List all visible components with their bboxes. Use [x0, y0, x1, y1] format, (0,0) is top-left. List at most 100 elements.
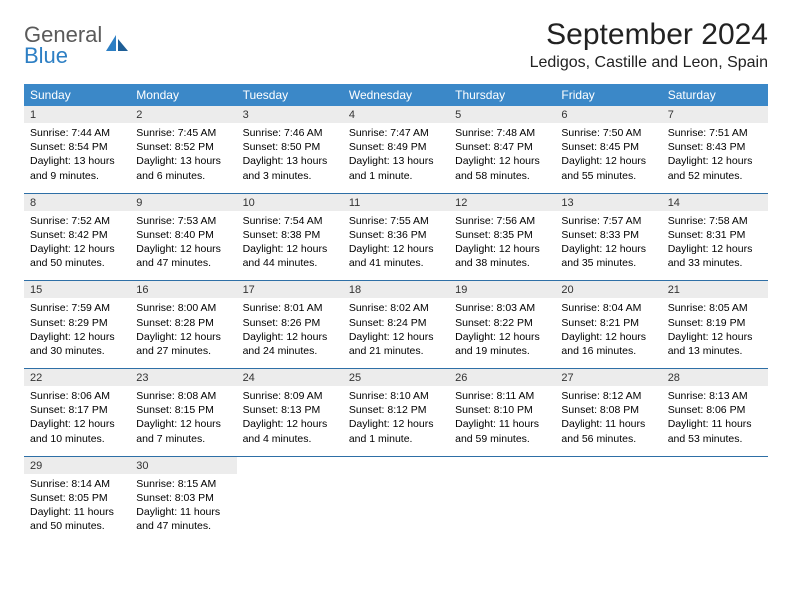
day-number-cell: 20 [555, 281, 661, 299]
day-details-cell: Sunrise: 8:02 AMSunset: 8:24 PMDaylight:… [343, 298, 449, 368]
day-number-cell [343, 456, 449, 474]
daylight-text: Daylight: 12 hours and 33 minutes. [668, 242, 762, 270]
sunrise-text: Sunrise: 7:56 AM [455, 214, 549, 228]
day-details-cell: Sunrise: 8:03 AMSunset: 8:22 PMDaylight:… [449, 298, 555, 368]
day-details-cell: Sunrise: 7:50 AMSunset: 8:45 PMDaylight:… [555, 123, 661, 193]
day-details-row: Sunrise: 8:06 AMSunset: 8:17 PMDaylight:… [24, 386, 768, 456]
sunrise-text: Sunrise: 7:52 AM [30, 214, 124, 228]
day-details-cell [662, 474, 768, 544]
day-details-cell: Sunrise: 7:47 AMSunset: 8:49 PMDaylight:… [343, 123, 449, 193]
sunrise-text: Sunrise: 8:02 AM [349, 301, 443, 315]
day-number-cell: 25 [343, 369, 449, 387]
day-number-cell: 29 [24, 456, 130, 474]
sunrise-text: Sunrise: 7:59 AM [30, 301, 124, 315]
day-details-cell: Sunrise: 7:59 AMSunset: 8:29 PMDaylight:… [24, 298, 130, 368]
day-number-cell: 23 [130, 369, 236, 387]
day-number-cell: 3 [237, 106, 343, 123]
logo-sail-icon [104, 33, 130, 58]
sunrise-text: Sunrise: 7:51 AM [668, 126, 762, 140]
logo-text-line2: Blue [24, 45, 102, 67]
daylight-text: Daylight: 12 hours and 41 minutes. [349, 242, 443, 270]
day-details-cell: Sunrise: 7:58 AMSunset: 8:31 PMDaylight:… [662, 211, 768, 281]
day-details-row: Sunrise: 7:59 AMSunset: 8:29 PM Daylight:… [24, 298, 768, 368]
day-number-row: 891011121314 [24, 193, 768, 211]
logo: General Blue [24, 24, 130, 67]
daylight-text: Daylight: 13 hours and 9 minutes. [30, 154, 124, 182]
sunset-text: Sunset: 8:19 PM [668, 316, 762, 330]
sunrise-text: Sunrise: 7:47 AM [349, 126, 443, 140]
daylight-text: Daylight: 12 hours and 44 minutes. [243, 242, 337, 270]
day-details-cell [555, 474, 661, 544]
sunrise-text: Sunrise: 8:06 AM [30, 389, 124, 403]
daylight-text: Daylight: 11 hours and 53 minutes. [668, 417, 762, 445]
day-details-cell: Sunrise: 8:00 AMSunset: 8:28 PMDaylight:… [130, 298, 236, 368]
sunset-text: Sunset: 8:24 PM [349, 316, 443, 330]
day-details-cell: Sunrise: 7:52 AMSunset: 8:42 PMDaylight:… [24, 211, 130, 281]
sunrise-text: Sunrise: 8:03 AM [455, 301, 549, 315]
day-details-cell: Sunrise: 7:54 AMSunset: 8:38 PMDaylight:… [237, 211, 343, 281]
daylight-text: Daylight: 12 hours and 21 minutes. [349, 330, 443, 358]
daylight-text: Daylight: 12 hours and 38 minutes. [455, 242, 549, 270]
daylight-text: Daylight: 11 hours and 59 minutes. [455, 417, 549, 445]
day-details-cell: Sunrise: 7:45 AMSunset: 8:52 PMDaylight:… [130, 123, 236, 193]
sunrise-text: Sunrise: 8:05 AM [668, 301, 762, 315]
day-number-cell: 2 [130, 106, 236, 123]
sunrise-text: Sunrise: 7:58 AM [668, 214, 762, 228]
sunset-text: Sunset: 8:43 PM [668, 140, 762, 154]
sunset-text: Sunset: 8:26 PM [243, 316, 337, 330]
day-number-cell: 18 [343, 281, 449, 299]
day-details-cell: Sunrise: 8:13 AMSunset: 8:06 PMDaylight:… [662, 386, 768, 456]
day-details-row: Sunrise: 8:14 AMSunset: 8:05 PMDaylight:… [24, 474, 768, 544]
sunrise-text: Sunrise: 8:14 AM [30, 477, 124, 491]
day-number-row: 22232425262728 [24, 369, 768, 387]
sunset-text: Sunset: 8:35 PM [455, 228, 549, 242]
sunset-text: Sunset: 8:17 PM [30, 403, 124, 417]
daylight-text: Daylight: 11 hours and 47 minutes. [136, 505, 230, 533]
day-number-cell: 14 [662, 193, 768, 211]
sunset-text: Sunset: 8:21 PM [561, 316, 655, 330]
daylight-text: Daylight: 12 hours and 35 minutes. [561, 242, 655, 270]
day-details-cell: Sunrise: 8:11 AMSunset: 8:10 PMDaylight:… [449, 386, 555, 456]
sunset-text: Sunset: 8:05 PM [30, 491, 124, 505]
sunset-text: Sunset: 8:29 PM [30, 316, 124, 330]
day-number-row: 2930 [24, 456, 768, 474]
sunset-text: Sunset: 8:08 PM [561, 403, 655, 417]
daylight-text: Daylight: 12 hours and 1 minute. [349, 417, 443, 445]
daylight-text: Daylight: 12 hours and 27 minutes. [136, 330, 230, 358]
sunset-text: Sunset: 8:12 PM [349, 403, 443, 417]
day-details-cell [343, 474, 449, 544]
calendar-table: Sunday Monday Tuesday Wednesday Thursday… [24, 84, 768, 543]
day-details-cell: Sunrise: 8:10 AMSunset: 8:12 PMDaylight:… [343, 386, 449, 456]
day-number-cell: 16 [130, 281, 236, 299]
day-details-cell: Sunrise: 8:04 AMSunset: 8:21 PMDaylight:… [555, 298, 661, 368]
day-number-cell: 17 [237, 281, 343, 299]
day-number-cell: 4 [343, 106, 449, 123]
daylight-text: Daylight: 11 hours and 50 minutes. [30, 505, 124, 533]
sunrise-text: Sunrise: 7:55 AM [349, 214, 443, 228]
day-number-cell: 12 [449, 193, 555, 211]
weekday-header: Friday [555, 84, 661, 106]
sunrise-text: Sunrise: 7:45 AM [136, 126, 230, 140]
sunrise-text: Sunrise: 7:44 AM [30, 126, 124, 140]
day-number-row: 1234567 [24, 106, 768, 123]
day-details-cell: Sunrise: 8:05 AMSunset: 8:19 PMDaylight:… [662, 298, 768, 368]
sunset-text: Sunset: 8:22 PM [455, 316, 549, 330]
day-number-row: 15161718192021 [24, 281, 768, 299]
sunset-text: Sunset: 8:15 PM [136, 403, 230, 417]
day-details-cell: Sunrise: 7:44 AMSunset: 8:54 PMDaylight:… [24, 123, 130, 193]
sunset-text: Sunset: 8:38 PM [243, 228, 337, 242]
day-number-cell: 10 [237, 193, 343, 211]
daylight-text: Daylight: 12 hours and 10 minutes. [30, 417, 124, 445]
weekday-header: Tuesday [237, 84, 343, 106]
weekday-header: Wednesday [343, 84, 449, 106]
sunset-text: Sunset: 8:50 PM [243, 140, 337, 154]
day-number-cell: 7 [662, 106, 768, 123]
month-title: September 2024 [530, 18, 768, 52]
daylight-text: Daylight: 12 hours and 4 minutes. [243, 417, 337, 445]
sunset-text: Sunset: 8:03 PM [136, 491, 230, 505]
day-details-cell [237, 474, 343, 544]
day-details-cell: Sunrise: 7:51 AMSunset: 8:43 PMDaylight:… [662, 123, 768, 193]
day-number-cell: 26 [449, 369, 555, 387]
daylight-text: Daylight: 11 hours and 56 minutes. [561, 417, 655, 445]
day-details-cell: Sunrise: 7:56 AMSunset: 8:35 PMDaylight:… [449, 211, 555, 281]
